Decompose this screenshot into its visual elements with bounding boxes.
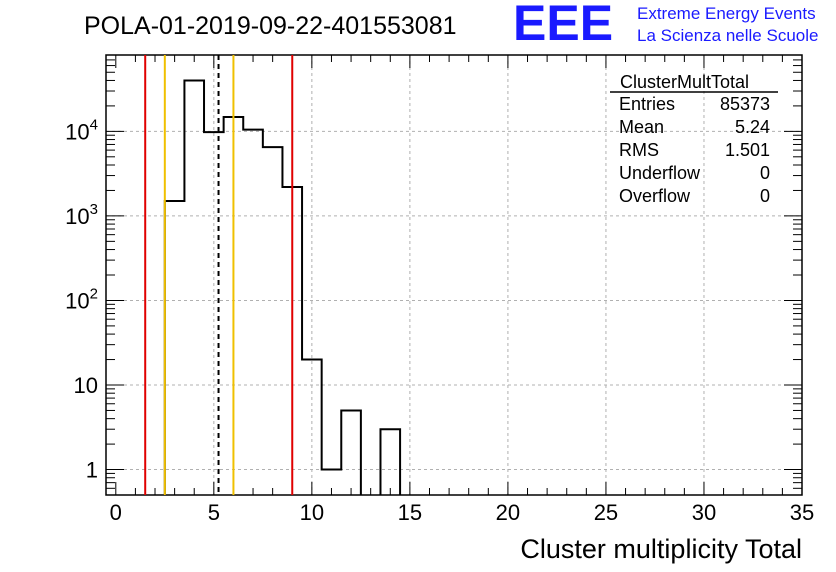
stats-value: 0 [760, 163, 770, 183]
histogram-bin [165, 201, 185, 495]
stats-label: Entries [619, 94, 675, 114]
stats-rows: Entries 85373 Mean 5.24 RMS 1.501 Underflow 0 Ov… [619, 94, 770, 206]
x-tick-label: 20 [496, 500, 520, 525]
x-tick-label: 15 [398, 500, 422, 525]
y-tick-label: 1 [86, 458, 98, 483]
logo-line-2: La Scienza nelle Scuole [637, 26, 818, 45]
stats-label: Overflow [619, 186, 691, 206]
histogram-bin [341, 410, 361, 495]
stats-label: Mean [619, 117, 664, 137]
x-tick-label: 10 [300, 500, 324, 525]
stats-label: RMS [619, 140, 659, 160]
x-tick-label: 35 [790, 500, 814, 525]
histogram-bins [165, 80, 400, 495]
x-tick-label: 25 [594, 500, 618, 525]
histogram-bin [380, 429, 400, 495]
x-tick-label: 30 [692, 500, 716, 525]
stats-box: ClusterMultTotal Entries 85373 Mean 5.24 RMS… [610, 72, 778, 206]
histogram-bin [243, 130, 263, 495]
eee-logo: EEE Extreme Energy Events La Scienza nel… [513, 0, 818, 51]
stats-value: 0 [760, 186, 770, 206]
stats-label: Underflow [619, 163, 701, 183]
y-tick-label: 104 [65, 116, 98, 144]
stats-value: 5.24 [735, 117, 770, 137]
y-tick-label: 102 [65, 285, 98, 313]
y-tick-label: 10 [74, 373, 98, 398]
stats-value: 1.501 [725, 140, 770, 160]
grid [106, 55, 803, 495]
stats-box-name: ClusterMultTotal [620, 72, 749, 92]
plot-area: 0 5 10 15 20 25 30 35 1 10 102 103 104 [65, 54, 814, 525]
plot-frame [105, 54, 803, 496]
eee-logo-letters: EEE [513, 0, 613, 51]
chart-title: POLA-01-2019-09-22-401553081 [84, 12, 457, 40]
x-tick-label: 0 [110, 500, 122, 525]
histogram-outline [163, 79, 402, 495]
x-tick-label: 5 [208, 500, 220, 525]
histogram-bin [184, 80, 204, 495]
x-axis-title: Cluster multiplicity Total [520, 534, 802, 564]
histogram-bin [263, 147, 283, 495]
stats-value: 85373 [720, 94, 770, 114]
y-tick-label: 103 [65, 201, 98, 229]
logo-line-1: Extreme Energy Events [637, 4, 816, 23]
